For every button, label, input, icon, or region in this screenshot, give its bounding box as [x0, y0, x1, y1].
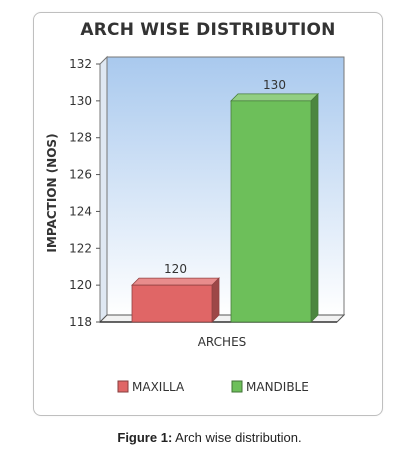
bar-top-face — [230, 93, 319, 102]
figure-caption-text: Arch wise distribution. — [172, 430, 302, 445]
figure-caption: Figure 1: Arch wise distribution. — [0, 430, 419, 445]
plot-left-wall — [99, 55, 108, 324]
x-axis-label: ARCHES — [198, 335, 247, 349]
bar-value-label: 120 — [164, 262, 187, 276]
y-tick-label: 128 — [69, 131, 92, 145]
y-tick-label: 118 — [69, 315, 92, 329]
bar-top-face — [131, 277, 220, 286]
bar-side-face — [310, 92, 319, 323]
y-tick-label: 132 — [69, 57, 92, 71]
bar-value-label: 130 — [263, 78, 286, 92]
bar-side-face — [211, 277, 220, 323]
legend-item-mandible: MANDIBLE — [231, 380, 309, 394]
chart-title: ARCH WISE DISTRIBUTION — [80, 20, 336, 40]
bar-mandible: 130 — [230, 78, 319, 323]
y-tick-label: 130 — [69, 94, 92, 108]
legend-swatch — [231, 380, 243, 393]
y-tick-label: 124 — [69, 204, 92, 218]
y-tick-label: 122 — [69, 241, 92, 255]
bar-front-face — [131, 284, 213, 323]
legend-item-maxilla: MAXILLA — [117, 380, 185, 394]
bar-maxilla: 120 — [131, 262, 220, 323]
legend-swatch — [117, 380, 129, 393]
y-tick-label: 120 — [69, 278, 92, 292]
bar-front-face — [230, 100, 312, 323]
figure-label: Figure 1: — [117, 430, 173, 445]
legend-label: MANDIBLE — [246, 380, 309, 394]
legend-label: MAXILLA — [132, 380, 185, 394]
y-axis-label: IMPACTION (NOS) — [45, 133, 59, 252]
y-tick-label: 126 — [69, 168, 92, 182]
